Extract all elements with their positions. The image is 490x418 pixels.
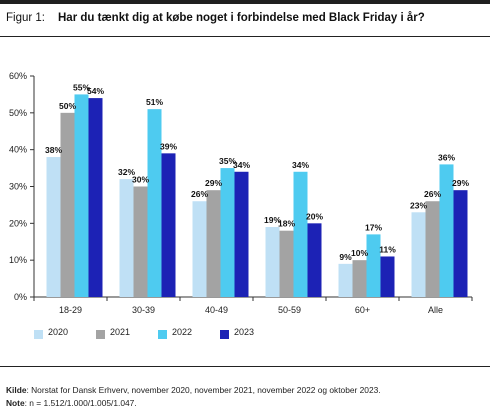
bar-2023-60+ bbox=[380, 256, 395, 297]
bar-2021-30-39 bbox=[133, 186, 148, 297]
bar-2023-40-49 bbox=[234, 171, 249, 297]
data-label: 38% bbox=[45, 145, 62, 155]
legend-label: 2023 bbox=[234, 327, 255, 337]
y-tick-label: 40% bbox=[9, 145, 27, 155]
figure-notes: Kilde: Norstat for Dansk Erhverv, novemb… bbox=[6, 384, 381, 410]
data-label: 26% bbox=[424, 189, 441, 199]
bar-2022-18-29 bbox=[74, 94, 89, 297]
data-label: 10% bbox=[351, 248, 368, 258]
data-label: 34% bbox=[292, 160, 309, 170]
data-label: 19% bbox=[264, 215, 281, 225]
note-line: Note: n = 1.512/1.000/1.005/1.047. bbox=[6, 397, 381, 410]
bar-2023-18-29 bbox=[88, 98, 103, 297]
y-tick-label: 60% bbox=[9, 71, 27, 81]
bar-2020-50-59 bbox=[265, 227, 280, 297]
data-label: 17% bbox=[365, 222, 382, 232]
data-labels: 38% 32% 26% 19% 9% 23% 50% 30% 29% 18% 10% 26% 55% 51… bbox=[45, 82, 469, 261]
x-tick-label: 50-59 bbox=[278, 305, 301, 315]
bar-2020-40-49 bbox=[192, 201, 207, 297]
data-label: 29% bbox=[452, 178, 469, 188]
bar-2021-Alle bbox=[425, 201, 440, 297]
bar-chart: 0% 10% 20% 30% 40% 50% 60% 18-29 30-39 40-49 50-5… bbox=[9, 71, 473, 315]
data-label: 54% bbox=[87, 86, 104, 96]
source-text: : Norstat for Dansk Erhverv, november 20… bbox=[26, 385, 381, 395]
data-label: 9% bbox=[339, 252, 352, 262]
data-label: 30% bbox=[132, 175, 149, 185]
bar-2023-Alle bbox=[453, 190, 468, 297]
x-tick-label: 30-39 bbox=[132, 305, 155, 315]
data-label: 18% bbox=[278, 219, 295, 229]
data-label: 29% bbox=[205, 178, 222, 188]
y-tick-label: 10% bbox=[9, 255, 27, 265]
data-label: 51% bbox=[146, 97, 163, 107]
note-text: : n = 1.512/1.000/1.005/1.047. bbox=[24, 398, 137, 408]
bar-2022-40-49 bbox=[220, 168, 235, 297]
x-tick-label: 18-29 bbox=[59, 305, 82, 315]
bar-2022-30-39 bbox=[147, 109, 162, 298]
legend-swatch bbox=[220, 330, 229, 339]
bar-2020-30-39 bbox=[119, 179, 134, 297]
data-label: 50% bbox=[59, 101, 76, 111]
y-axis: 0% 10% 20% 30% 40% 50% 60% bbox=[9, 71, 35, 302]
top-border bbox=[0, 0, 490, 4]
y-tick-label: 20% bbox=[9, 218, 27, 228]
bar-2020-Alle bbox=[411, 212, 426, 297]
legend-label: 2022 bbox=[172, 327, 193, 337]
footer-divider bbox=[0, 366, 490, 367]
data-label: 39% bbox=[160, 141, 177, 151]
data-label: 32% bbox=[118, 167, 135, 177]
bar-2021-18-29 bbox=[60, 112, 75, 297]
bar-2021-60+ bbox=[352, 260, 367, 297]
bar-2022-Alle bbox=[439, 164, 454, 297]
bars bbox=[46, 94, 468, 298]
legend-label: 2020 bbox=[48, 327, 69, 337]
bar-2022-50-59 bbox=[293, 171, 308, 297]
header-divider bbox=[0, 36, 490, 37]
figure-label: Figur 1: bbox=[6, 12, 45, 24]
data-label: 34% bbox=[233, 160, 250, 170]
x-axis: 18-29 30-39 40-49 50-59 60+ Alle bbox=[33, 296, 473, 315]
data-label: 55% bbox=[73, 82, 90, 92]
legend-swatch bbox=[96, 330, 105, 339]
legend-label: 2021 bbox=[110, 327, 131, 337]
bar-2020-60+ bbox=[338, 263, 353, 297]
y-tick-label: 50% bbox=[9, 108, 27, 118]
bar-2022-60+ bbox=[366, 234, 381, 297]
y-tick-label: 30% bbox=[9, 182, 27, 192]
data-label: 35% bbox=[219, 156, 236, 166]
legend-swatch bbox=[34, 330, 43, 339]
bar-2023-50-59 bbox=[307, 223, 322, 297]
bar-2021-40-49 bbox=[206, 190, 221, 297]
bar-2020-18-29 bbox=[46, 157, 61, 297]
x-tick-label: Alle bbox=[428, 305, 443, 315]
data-label: 36% bbox=[438, 152, 455, 162]
data-label: 23% bbox=[410, 200, 427, 210]
legend-swatch bbox=[158, 330, 167, 339]
x-tick-label: 40-49 bbox=[205, 305, 228, 315]
source-line: Kilde: Norstat for Dansk Erhverv, novemb… bbox=[6, 384, 381, 397]
data-label: 11% bbox=[379, 244, 396, 254]
x-tick-label: 60+ bbox=[355, 305, 370, 315]
source-label: Kilde bbox=[6, 385, 27, 395]
note-label: Note bbox=[6, 398, 25, 408]
data-label: 26% bbox=[191, 189, 208, 199]
bar-2023-30-39 bbox=[161, 153, 176, 297]
figure-header: Figur 1: Har du tænkt dig at købe noget … bbox=[6, 12, 486, 36]
bar-2021-50-59 bbox=[279, 230, 294, 297]
chart-title: Har du tænkt dig at købe noget i forbind… bbox=[58, 12, 425, 24]
y-tick-label: 0% bbox=[14, 292, 27, 302]
data-label: 20% bbox=[306, 211, 323, 221]
